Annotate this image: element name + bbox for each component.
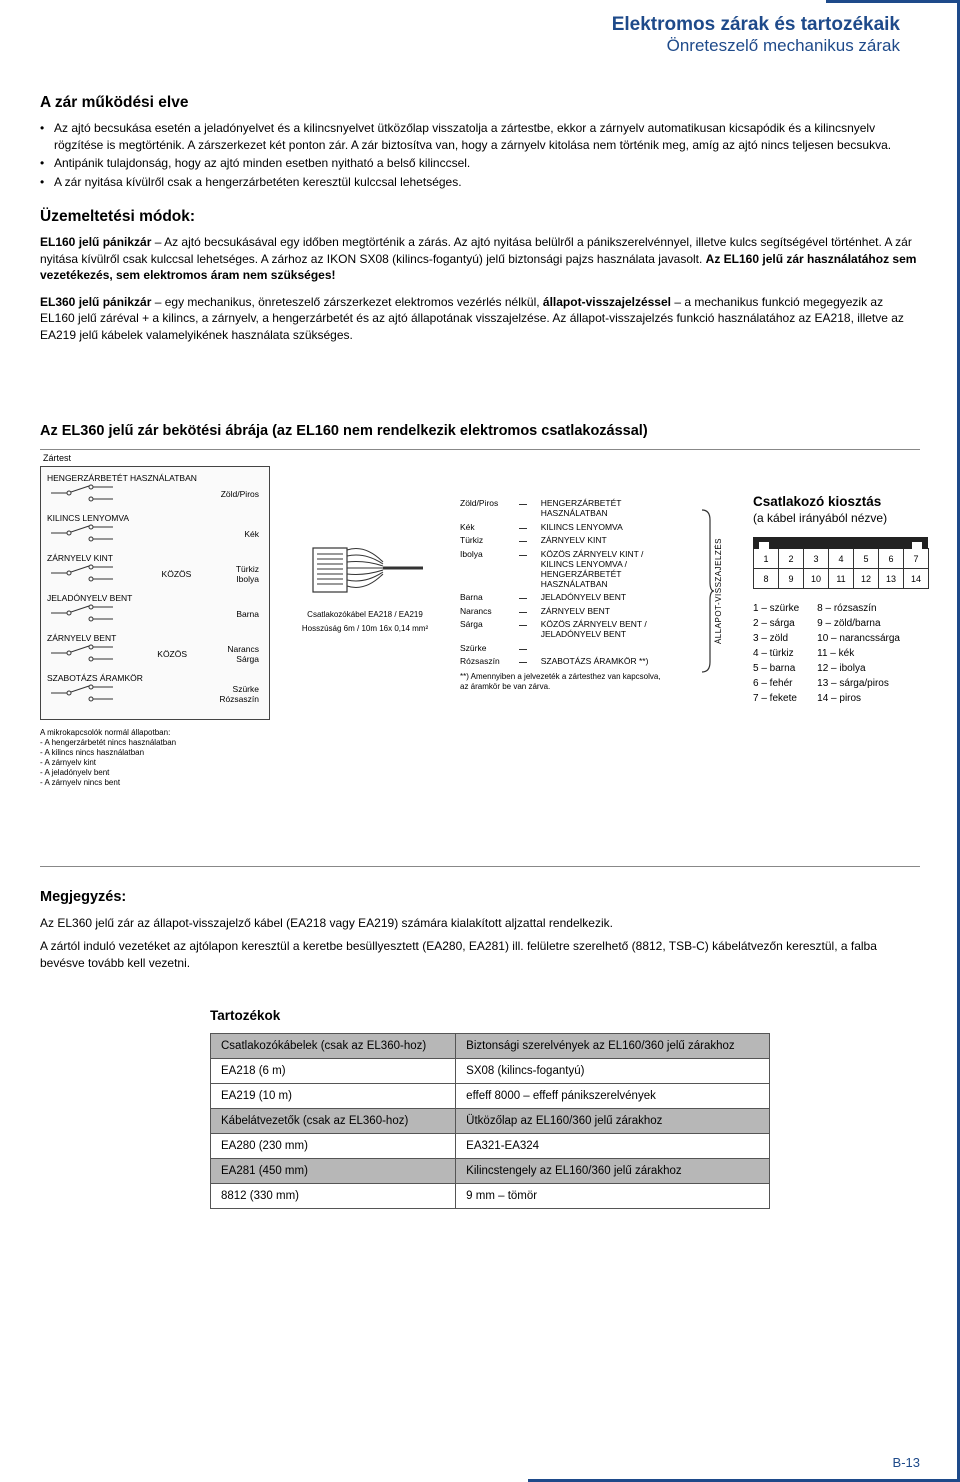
accessories-table: Csatlakozókábelek (csak az EL360-hoz)Biz… bbox=[210, 1033, 770, 1209]
switch-icon bbox=[47, 683, 117, 705]
switch-icon bbox=[47, 603, 117, 625]
brace-label: ÁLLAPOT-VISSZAJELZÉS bbox=[714, 538, 723, 644]
corner-accent bbox=[820, 0, 960, 140]
acc-cell: EA280 (230 mm) bbox=[211, 1133, 456, 1158]
switch-icon bbox=[47, 563, 117, 585]
pin-cell: 7 bbox=[904, 549, 929, 569]
principle-item: A zár nyitása kívülről csak a hengerzárb… bbox=[40, 174, 920, 191]
header: Elektromos zárak és tartozékaik Önretesz… bbox=[40, 14, 900, 56]
pin-cell: 10 bbox=[804, 569, 829, 589]
header-title: Elektromos zárak és tartozékaik bbox=[40, 14, 900, 36]
notes-p2: A zártól induló vezetéket az ajtólapon k… bbox=[40, 938, 920, 972]
pin-cell: 5 bbox=[854, 549, 879, 569]
acc-cell: Kábelátvezetők (csak az EL360-hoz) bbox=[211, 1108, 456, 1133]
conn-label1: Csatlakozókábel EA218 / EA219 bbox=[307, 610, 423, 620]
modes-p2-c: állapot-visszajelzéssel bbox=[543, 295, 671, 309]
pin-table: 1234567891011121314 bbox=[753, 548, 929, 589]
brace: ÁLLAPOT-VISSZAJELZÉS bbox=[700, 506, 723, 676]
modes-p2-b: – egy mechanikus, önreteszelő zárszerkez… bbox=[151, 295, 543, 309]
modes-p2: EL360 jelű pánikzár – egy mechanikus, ön… bbox=[40, 294, 920, 344]
wire-row: Szürke bbox=[460, 643, 670, 653]
switch-group: HENGERZÁRBETÉT HASZNÁLATBANZöld/Piros bbox=[47, 473, 259, 505]
principle-heading: A zár működési elve bbox=[40, 94, 920, 112]
acc-cell: 9 mm – tömör bbox=[456, 1183, 770, 1208]
zartest-label: Zártest bbox=[43, 453, 71, 463]
pin-cell: 1 bbox=[754, 549, 779, 569]
pin-cell: 14 bbox=[904, 569, 929, 589]
pin-cell: 8 bbox=[754, 569, 779, 589]
acc-cell: EA218 (6 m) bbox=[211, 1058, 456, 1083]
wires-footnote: **) Amennyiben a jelvezeték a zártesthez… bbox=[460, 672, 670, 691]
pin-cell: 9 bbox=[779, 569, 804, 589]
modes-p1: EL160 jelű pánikzár – Az ajtó becsukásáv… bbox=[40, 234, 920, 284]
switch-group: KILINCS LENYOMVAKék bbox=[47, 513, 259, 545]
acc-cell: 8812 (330 mm) bbox=[211, 1183, 456, 1208]
conn-label2: Hosszúság 6m / 10m 16x 0,14 mm² bbox=[302, 624, 428, 634]
acc-cell: Kilincstengely az EL160/360 jelű zárakho… bbox=[456, 1158, 770, 1183]
wire-row: KékKILINCS LENYOMVA bbox=[460, 522, 670, 532]
header-subtitle: Önreteszelő mechanikus zárak bbox=[40, 36, 900, 56]
pinout-sub: (a kábel irányából nézve) bbox=[753, 511, 943, 525]
acc-cell: EA321-EA324 bbox=[456, 1133, 770, 1158]
switch-icon bbox=[47, 523, 117, 545]
page-number: B-13 bbox=[893, 1455, 920, 1470]
acc-header: Biztonsági szerelvények az EL160/360 jel… bbox=[456, 1033, 770, 1058]
acc-cell: EA281 (450 mm) bbox=[211, 1158, 456, 1183]
pinout: Csatlakozó kiosztás (a kábel irányából n… bbox=[753, 494, 943, 706]
acc-cell: effeff 8000 – effeff pánikszerelvények bbox=[456, 1083, 770, 1108]
wiring-heading: Az EL360 jelű zár bekötési ábrája (az EL… bbox=[40, 423, 920, 439]
modes-p1-a: EL160 jelű pánikzár bbox=[40, 235, 151, 249]
switch-box: Zártest HENGERZÁRBETÉT HASZNÁLATBANZöld/… bbox=[40, 466, 270, 720]
switch-icon bbox=[47, 483, 117, 505]
pin-cell: 3 bbox=[804, 549, 829, 569]
wire-row: RózsaszínSZABOTÁZS ÁRAMKÖR **) bbox=[460, 656, 670, 666]
pin-cell: 11 bbox=[829, 569, 854, 589]
wire-list: Zöld/PirosHENGERZÁRBETÉT HASZNÁLATBAN Kék… bbox=[460, 498, 670, 666]
switch-group: SZABOTÁZS ÁRAMKÖRSzürkeRózsaszín bbox=[47, 673, 259, 705]
wire-row: SárgaKÖZÖS ZÁRNYELV BENT / JELADÓNYELV B… bbox=[460, 619, 670, 639]
pin-top-icon bbox=[753, 537, 943, 549]
accessories-heading: Tartozékok bbox=[210, 1008, 920, 1023]
principle-item: Az ajtó becsukása esetén a jeladónyelvet… bbox=[40, 120, 920, 153]
acc-cell: EA219 (10 m) bbox=[211, 1083, 456, 1108]
acc-cell: Ütközőlap az EL160/360 jelű zárakhoz bbox=[456, 1108, 770, 1133]
pinout-heading: Csatlakozó kiosztás bbox=[753, 494, 943, 509]
wiring-diagram: Zártest HENGERZÁRBETÉT HASZNÁLATBANZöld/… bbox=[40, 466, 920, 788]
notes-heading: Megjegyzés: bbox=[40, 889, 920, 905]
wire-row: Zöld/PirosHENGERZÁRBETÉT HASZNÁLATBAN bbox=[460, 498, 670, 518]
switch-group: JELADÓNYELV BENTBarna bbox=[47, 593, 259, 625]
wire-row: BarnaJELADÓNYELV BENT bbox=[460, 592, 670, 602]
switch-group: ZÁRNYELV KINTKÖZÖSTürkizIbolya bbox=[47, 553, 259, 585]
modes-p2-a: EL360 jelű pánikzár bbox=[40, 295, 151, 309]
pin-cell: 2 bbox=[779, 549, 804, 569]
connector-icon bbox=[305, 536, 425, 606]
switch-icon bbox=[47, 643, 117, 665]
switch-group: ZÁRNYELV BENTKÖZÖSNarancsSárga bbox=[47, 633, 259, 665]
wire-row: TürkizZÁRNYELV KINT bbox=[460, 535, 670, 545]
wire-row: IbolyaKÖZÖS ZÁRNYELV KINT / KILINCS LENY… bbox=[460, 549, 670, 589]
pin-cell: 13 bbox=[879, 569, 904, 589]
connector: Csatlakozókábel EA218 / EA219 Hosszúság … bbox=[300, 536, 430, 633]
wire-row: NarancsZÁRNYELV BENT bbox=[460, 606, 670, 616]
principle-item: Antipánik tulajdonság, hogy az ajtó mind… bbox=[40, 155, 920, 172]
note-title: A mikrokapcsolók normál állapotban: bbox=[40, 728, 270, 738]
pin-cell: 12 bbox=[854, 569, 879, 589]
acc-cell: SX08 (kilincs-fogantyú) bbox=[456, 1058, 770, 1083]
pin-cell: 4 bbox=[829, 549, 854, 569]
pin-legend: 1 – szürke2 – sárga3 – zöld4 – türkiz5 –… bbox=[753, 601, 943, 706]
accessories: Tartozékok Csatlakozókábelek (csak az EL… bbox=[210, 1008, 920, 1209]
principle-list: Az ajtó becsukása esetén a jeladónyelvet… bbox=[40, 120, 920, 190]
pin-cell: 6 bbox=[879, 549, 904, 569]
diag-note: A mikrokapcsolók normál állapotban: - A … bbox=[40, 728, 270, 788]
notes-p1: Az EL360 jelű zár az állapot-visszajelző… bbox=[40, 915, 920, 932]
notes: Megjegyzés: Az EL360 jelű zár az állapot… bbox=[40, 889, 920, 971]
bracket-icon bbox=[700, 506, 714, 676]
modes-heading: Üzemeltetési módok: bbox=[40, 208, 920, 226]
acc-header: Csatlakozókábelek (csak az EL360-hoz) bbox=[211, 1033, 456, 1058]
